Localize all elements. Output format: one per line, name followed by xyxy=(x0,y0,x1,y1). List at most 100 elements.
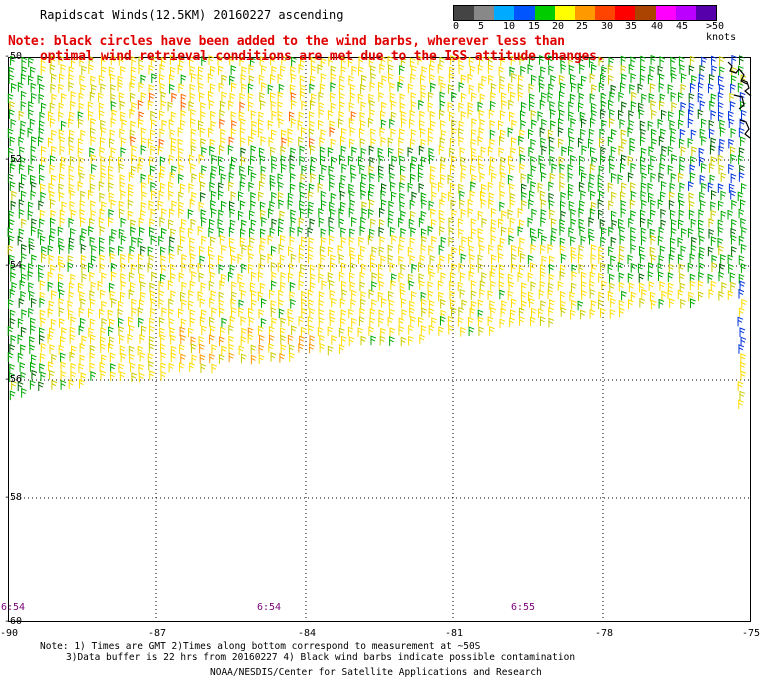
wind-barb xyxy=(41,252,47,263)
wind-barb xyxy=(391,155,398,166)
wind-barb xyxy=(527,272,534,283)
wind-barb xyxy=(459,272,466,282)
wind-barb xyxy=(738,307,745,318)
wind-barb xyxy=(527,173,534,184)
wind-barb xyxy=(508,155,514,166)
wind-barb xyxy=(41,156,47,167)
wind-barb xyxy=(451,246,458,257)
wind-barb xyxy=(109,246,115,257)
wind-barb xyxy=(398,255,405,266)
wind-barb xyxy=(209,263,215,274)
wind-barb xyxy=(330,73,337,83)
wind-barb xyxy=(557,127,564,137)
wind-barb xyxy=(157,200,164,211)
wind-barb xyxy=(118,300,124,311)
wind-barb xyxy=(280,65,286,76)
wind-barb xyxy=(150,110,156,121)
wind-barb xyxy=(559,172,566,183)
wind-barb xyxy=(360,181,366,192)
wind-barb xyxy=(540,137,546,148)
wind-barb xyxy=(638,273,645,283)
wind-barb xyxy=(291,56,297,67)
wind-barb xyxy=(431,317,437,327)
wind-barb xyxy=(450,55,456,65)
wind-barb xyxy=(289,290,296,301)
wind-barb xyxy=(548,145,555,156)
wind-barb xyxy=(568,64,575,75)
wind-barb xyxy=(68,73,75,84)
wind-barb xyxy=(47,111,54,122)
wind-barb xyxy=(470,279,477,290)
wind-barb xyxy=(377,81,384,92)
wind-barb xyxy=(530,281,537,292)
wind-barb xyxy=(318,308,325,319)
wind-barb xyxy=(78,92,85,103)
wind-barb xyxy=(619,245,625,256)
wind-barb xyxy=(530,138,537,149)
wind-barb xyxy=(231,82,237,92)
wind-barb xyxy=(508,281,515,291)
wind-barb xyxy=(589,164,596,174)
wind-barb xyxy=(697,82,704,93)
wind-barb xyxy=(541,145,548,156)
wind-barb xyxy=(389,118,395,129)
wind-barb xyxy=(218,299,225,310)
wind-barb xyxy=(359,226,366,236)
wind-barb xyxy=(740,370,747,381)
wind-barb xyxy=(218,209,224,220)
wind-barb xyxy=(430,56,436,67)
wind-barb xyxy=(320,73,327,83)
wind-barb xyxy=(581,118,587,128)
wind-barb xyxy=(578,102,584,113)
wind-barb xyxy=(247,83,254,94)
wind-barb xyxy=(548,192,555,203)
wind-barb xyxy=(550,235,557,245)
wind-barb xyxy=(349,138,355,149)
wind-barb xyxy=(79,342,86,353)
wind-barb xyxy=(220,137,227,147)
wind-barb xyxy=(131,236,138,247)
wind-barb xyxy=(257,325,264,336)
wind-barb xyxy=(350,172,357,183)
wind-barb xyxy=(129,245,136,256)
wind-barb xyxy=(300,326,307,337)
wind-barb xyxy=(229,163,236,174)
wind-barb xyxy=(239,127,246,138)
wind-barb xyxy=(451,127,458,138)
wind-barb xyxy=(570,208,576,219)
wind-barb xyxy=(289,226,296,237)
wind-barb xyxy=(330,208,336,219)
wind-barb xyxy=(328,225,335,236)
wind-barb xyxy=(439,91,446,102)
wind-barb xyxy=(168,308,174,319)
wind-barb xyxy=(18,136,25,147)
wind-barb xyxy=(388,290,394,301)
wind-barb xyxy=(481,272,487,282)
wind-barb xyxy=(280,271,287,282)
wind-barb xyxy=(488,244,494,255)
wind-barb xyxy=(679,64,686,74)
wind-barb xyxy=(669,246,676,257)
wind-barb xyxy=(271,191,277,202)
wind-barb xyxy=(217,55,224,66)
wind-barb xyxy=(300,56,306,67)
wind-barb xyxy=(737,316,744,327)
wind-barb xyxy=(378,317,384,327)
wind-barb xyxy=(70,57,77,68)
wind-barb xyxy=(419,254,426,265)
wind-barb xyxy=(371,246,378,257)
wind-barb xyxy=(249,56,256,67)
wind-barb xyxy=(77,181,84,191)
wind-barb xyxy=(131,102,137,112)
wind-barb xyxy=(707,83,714,94)
wind-barb xyxy=(160,370,167,381)
wind-barb xyxy=(128,253,134,264)
wind-barb xyxy=(460,110,467,121)
wind-barb xyxy=(139,334,146,344)
wind-barb xyxy=(308,299,314,310)
wind-barb xyxy=(409,237,416,248)
wind-barb xyxy=(470,218,477,228)
wind-barb xyxy=(711,65,718,75)
wind-barb xyxy=(168,298,174,309)
wind-barb xyxy=(738,255,745,265)
